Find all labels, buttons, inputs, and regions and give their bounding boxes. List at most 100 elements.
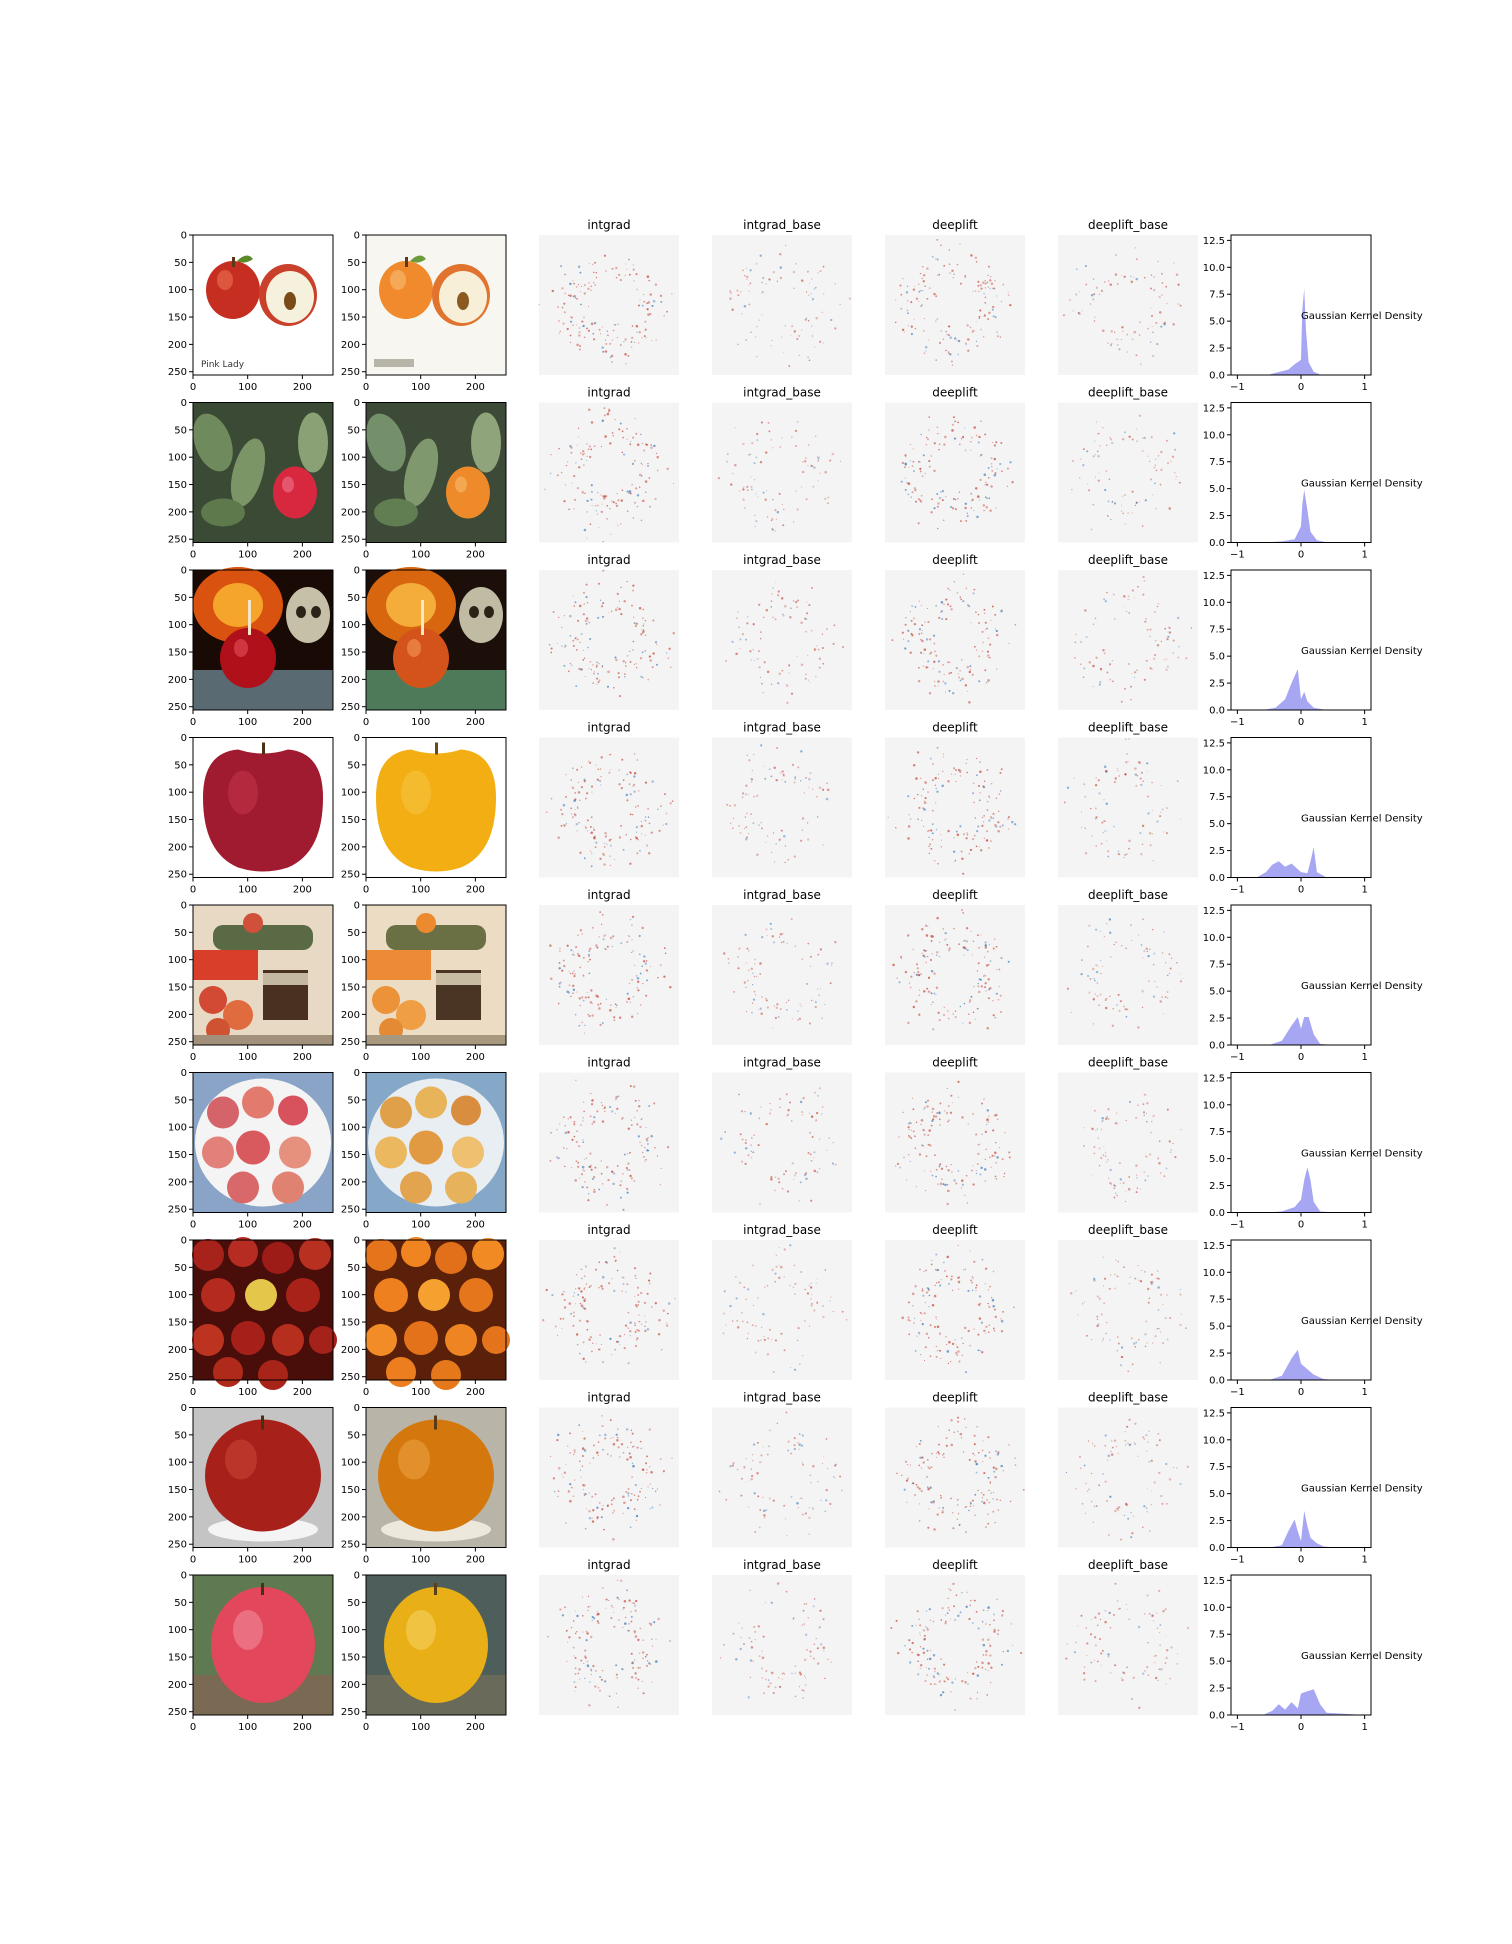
attribution-speckle xyxy=(781,336,783,338)
attribution-speckle xyxy=(821,1017,823,1019)
attribution-speckle xyxy=(986,650,989,653)
attribution-speckle xyxy=(902,278,904,280)
attribution-speckle xyxy=(586,1664,589,1667)
attribution-speckle xyxy=(910,496,912,498)
attribution-speckle xyxy=(933,992,936,995)
attribution-speckle xyxy=(618,836,622,839)
attribution-speckle xyxy=(633,775,636,778)
attribution-speckle xyxy=(955,1344,958,1346)
attribution-speckle xyxy=(586,460,588,462)
attribution-speckle xyxy=(1092,664,1095,668)
attribution-speckle xyxy=(791,325,794,328)
attribution-speckle xyxy=(1167,636,1169,638)
attribution-speckle xyxy=(914,1135,916,1137)
attribution-speckle xyxy=(962,435,965,439)
attribution-speckle xyxy=(908,1129,910,1131)
original-xtick-label: 200 xyxy=(293,550,312,561)
attribution-speckle xyxy=(952,1582,955,1586)
attribution-speckle xyxy=(562,1116,565,1119)
attribution-speckle xyxy=(587,1665,590,1668)
attribution-speckle xyxy=(1176,1663,1179,1665)
attribution-speckle xyxy=(643,449,646,452)
attribution-speckle xyxy=(612,1606,614,1608)
attribution-speckle xyxy=(810,1302,813,1305)
attribution-speckle xyxy=(585,623,588,625)
attribution-speckle xyxy=(588,282,590,284)
attribution-speckle xyxy=(1107,515,1109,517)
attribution-speckle xyxy=(1105,444,1108,447)
attribution-speckle xyxy=(651,1681,653,1683)
attribution-speckle xyxy=(1166,1294,1168,1296)
attribution-speckle xyxy=(603,935,606,937)
attribution-speckle xyxy=(995,945,998,948)
attribution-speckle xyxy=(608,771,611,774)
attribution-speckle xyxy=(1102,965,1104,967)
attribution-speckle xyxy=(1000,1319,1004,1323)
transformed-ytick-label: 200 xyxy=(341,1010,360,1021)
attribution-speckle xyxy=(965,344,967,346)
attribution-speckle xyxy=(554,1325,557,1328)
attribution-speckle xyxy=(1149,1530,1151,1532)
attribution-speckle xyxy=(599,1502,601,1504)
attribution-speckle xyxy=(581,320,584,323)
attribution-speckle xyxy=(570,949,573,952)
attribution-speckle xyxy=(812,788,814,790)
attribution-speckle xyxy=(649,966,651,968)
attribution-speckle xyxy=(604,1260,607,1264)
attribution-speckle xyxy=(733,804,737,807)
attribution-speckle xyxy=(990,816,992,818)
attribution-speckle xyxy=(654,1146,656,1149)
attribution-speckle xyxy=(956,1346,959,1349)
attribution-speckle xyxy=(1157,1157,1160,1160)
attribution-speckle xyxy=(764,1602,766,1604)
attribution-speckle xyxy=(802,1355,804,1357)
attribution-speckle xyxy=(579,799,581,802)
attribution-speckle xyxy=(743,981,746,984)
attribution-speckle xyxy=(1153,1481,1156,1484)
attribution-speckle xyxy=(809,772,812,775)
attribution-speckle xyxy=(1123,856,1125,859)
transformed-ytick-label: 200 xyxy=(341,1177,360,1188)
attribution-speckle xyxy=(804,1320,806,1322)
attribution-speckle xyxy=(960,850,963,853)
attribution-speckle xyxy=(980,1491,983,1494)
attribution-speckle xyxy=(801,1689,804,1691)
attribution-speckle xyxy=(574,1179,577,1182)
attribution-speckle xyxy=(919,470,922,473)
attribution-speckle xyxy=(788,1101,791,1104)
attribution-speckle xyxy=(752,984,754,986)
attribution-speckle xyxy=(592,332,595,335)
attribution-speckle xyxy=(566,990,569,994)
attribution-speckle xyxy=(943,443,946,446)
attribution-speckle xyxy=(582,1431,584,1433)
attribution-speckle xyxy=(949,505,953,509)
attribution-speckle xyxy=(969,1001,971,1003)
attribution-speckle xyxy=(1144,1345,1147,1348)
attribution-speckle xyxy=(944,1183,947,1187)
attribution-speckle xyxy=(741,792,745,795)
attribution-speckle xyxy=(776,1422,779,1424)
attribution-speckle xyxy=(810,292,812,294)
attribution-speckle xyxy=(644,634,647,636)
attribution-speckle xyxy=(638,606,642,610)
attribution-speckle xyxy=(1125,1444,1127,1446)
attribution-speckle xyxy=(1081,310,1083,312)
attribution-speckle xyxy=(808,1507,810,1509)
attribution-speckle xyxy=(603,1106,607,1109)
attribution-speckle xyxy=(904,463,907,466)
attribution-speckle xyxy=(1160,1494,1163,1498)
attribution-speckle xyxy=(1124,947,1128,950)
attribution-speckle xyxy=(972,1165,974,1167)
attribution-speckle xyxy=(1125,1015,1128,1018)
attribution-speckle xyxy=(815,1282,817,1284)
attribution-speckle xyxy=(929,843,932,846)
attribution-speckle xyxy=(663,975,666,978)
attribution-speckle xyxy=(1113,1187,1116,1190)
transformed-ytick-label: 50 xyxy=(347,425,360,436)
transformed-ytick-label: 0 xyxy=(354,733,360,744)
attribution-speckle xyxy=(570,779,572,781)
attribution-speckle xyxy=(939,1163,942,1165)
attribution-speckle xyxy=(618,428,621,431)
attribution-speckle xyxy=(934,860,936,862)
attribution-speckle xyxy=(594,846,597,848)
